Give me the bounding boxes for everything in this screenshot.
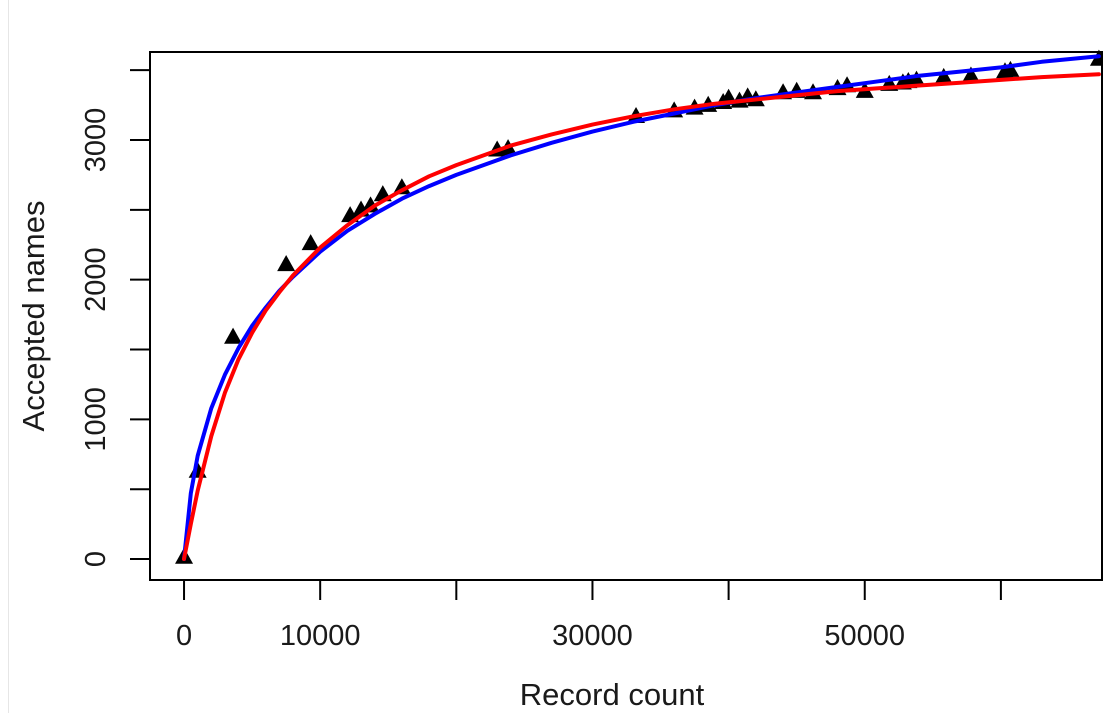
x-axis: 0 10000 30000 50000 xyxy=(176,579,1002,652)
data-point-triangle xyxy=(1001,60,1020,77)
x-tick-label: 10000 xyxy=(280,620,361,652)
series-layer xyxy=(175,49,1103,564)
data-point-triangle xyxy=(361,196,380,213)
y-tick-label: 1000 xyxy=(80,387,112,452)
y-axis-title: Accepted names xyxy=(16,201,51,432)
data-point-triangle xyxy=(277,255,296,272)
x-axis-title: Record count xyxy=(520,677,705,712)
x-tick-label: 0 xyxy=(176,620,192,652)
data-point-triangle xyxy=(934,67,953,84)
red-fit-curve xyxy=(182,72,1101,561)
x-tick-label: 50000 xyxy=(824,620,905,652)
data-point-triangle xyxy=(907,70,926,87)
page-edge-line xyxy=(8,0,9,713)
data-point-triangle xyxy=(224,327,243,344)
y-axis: 0 1000 2000 3000 xyxy=(80,69,151,567)
y-tick-label: 2000 xyxy=(80,247,112,312)
data-point-triangle xyxy=(961,66,980,83)
plot-frame xyxy=(149,51,1103,581)
x-tick-label: 30000 xyxy=(552,620,633,652)
blue-fit-curve xyxy=(182,54,1101,561)
y-tick-label: 3000 xyxy=(80,108,112,173)
data-point-triangle xyxy=(301,234,320,251)
y-tick-label: 0 xyxy=(80,551,112,567)
